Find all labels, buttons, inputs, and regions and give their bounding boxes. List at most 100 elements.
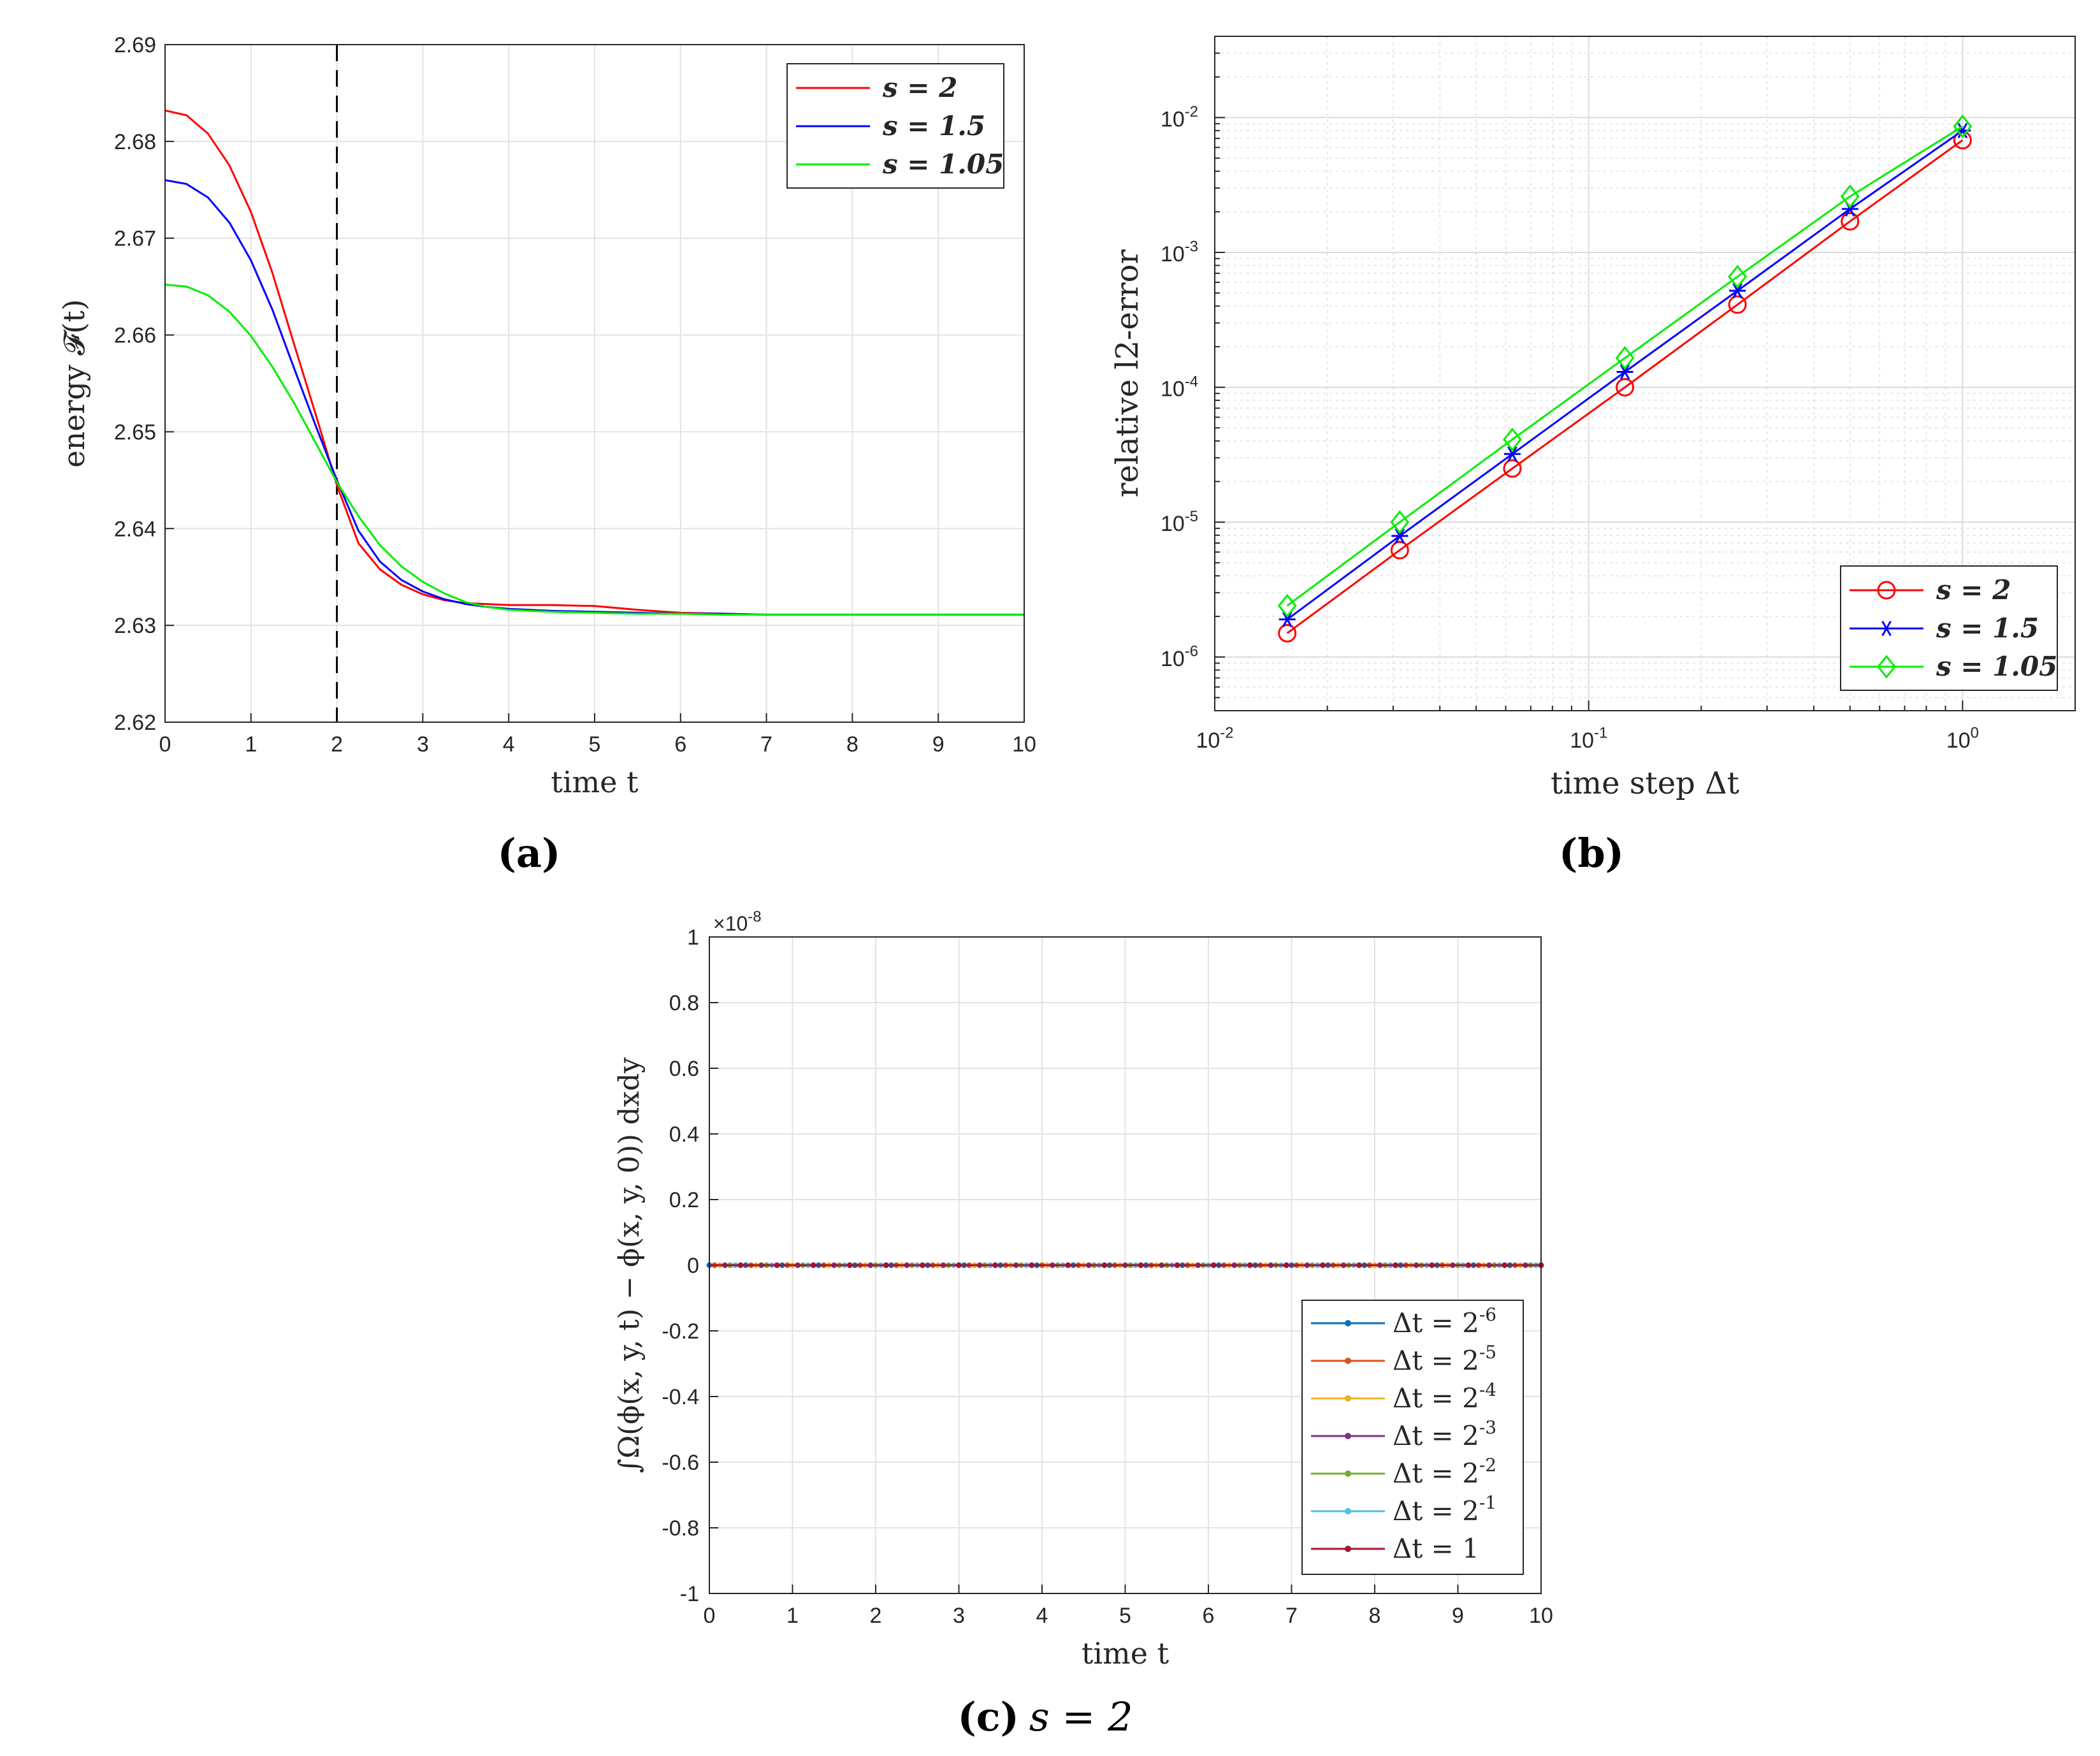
- y-tick-label: 2.65: [114, 420, 156, 444]
- x-tick-label: 4: [503, 732, 515, 757]
- x-tick-label: 0: [704, 1604, 716, 1628]
- y-tick-label: 10-6: [1161, 642, 1198, 671]
- legend-label: Δt = 2-4: [1393, 1379, 1496, 1414]
- legend-marker-6: [1345, 1546, 1351, 1552]
- x-tick-label: 7: [1285, 1604, 1298, 1628]
- x-tick-label: 8: [1369, 1604, 1381, 1628]
- x-tick-label: 3: [953, 1604, 965, 1628]
- data-point: [1616, 378, 1635, 397]
- y-tick-label: 10-3: [1161, 238, 1198, 266]
- data-point: [1391, 528, 1408, 544]
- y-tick-label: 0.4: [669, 1122, 699, 1147]
- legend-box: [1301, 1300, 1524, 1575]
- series-line-0: [1286, 139, 1964, 634]
- legend-label: s = 2: [882, 72, 957, 103]
- y-tick-label: 10-4: [1161, 373, 1198, 401]
- x-tick-label: 3: [417, 732, 429, 757]
- y-tick-label: 2.67: [114, 227, 156, 251]
- series-line-2: [164, 284, 1024, 616]
- x-axis-label: time t: [551, 765, 639, 799]
- y-tick-label: 2.69: [114, 33, 156, 57]
- y-tick-label: 10-5: [1161, 508, 1198, 536]
- y-tick-label: 0.6: [669, 1057, 699, 1081]
- y-tick-label: 1: [687, 925, 699, 950]
- x-tick-label: 1: [245, 732, 257, 757]
- data-point: [1278, 624, 1297, 643]
- legend-label: s = 1.05: [1936, 651, 2057, 682]
- data-point: [1840, 184, 1860, 208]
- data-point: [1278, 611, 1296, 627]
- x-tick-label: 2: [331, 732, 343, 757]
- x-tick-label: 10: [1529, 1604, 1553, 1628]
- legend-marker-5: [1345, 1508, 1351, 1514]
- chart-c: 0 1 2 3 4 5 6 7 8 9 10 -1 -0.8 -0.6 -0.4 -0.2 0 0.2 0.4 0.6…: [613, 908, 1553, 1740]
- caption-b: (b): [1559, 830, 1624, 876]
- legend-label: Δt = 2-1: [1393, 1492, 1496, 1527]
- legend-label: Δt = 2-5: [1393, 1342, 1496, 1376]
- x-axis-label: time t: [1082, 1636, 1169, 1671]
- x-tick-label: 100: [1946, 725, 1979, 753]
- x-tick-label: 5: [589, 732, 601, 757]
- x-tick-label: 7: [760, 732, 772, 757]
- x-tick-label: 9: [932, 732, 945, 757]
- y-tick-label: -1: [680, 1582, 699, 1606]
- y-tick-label: -0.2: [662, 1319, 699, 1344]
- series-line-1: [1286, 129, 1964, 621]
- y-tick-label: 2.62: [114, 711, 156, 735]
- legend-marker-3: [1345, 1433, 1351, 1439]
- data-point: [1503, 446, 1521, 462]
- chart-b: 10-2 10-1 100 10-6 10-5 10-4 10-3 10-2 time step…: [1110, 36, 2076, 876]
- data-point: [1728, 265, 1748, 289]
- y-tick-label: -0.6: [662, 1451, 699, 1475]
- legend-marker-2: [1877, 655, 1896, 679]
- x-tick-label: 10-1: [1570, 725, 1607, 753]
- y-axis-label: energy 𝓕(t): [57, 299, 91, 467]
- data-point: [1277, 593, 1297, 618]
- y-tick-label: 0: [687, 1254, 699, 1278]
- plot-frame: [709, 936, 1542, 1594]
- x-tick-label: 6: [674, 732, 686, 757]
- y-tick-label: 2.63: [114, 614, 156, 638]
- caption-c: (c) s = 2: [957, 1694, 1133, 1740]
- legend-marker-1: [1878, 620, 1895, 637]
- x-tick-label: 9: [1452, 1604, 1464, 1628]
- x-tick-label: 0: [159, 732, 171, 757]
- data-point: [1390, 541, 1409, 560]
- chart-a: 0 1 2 3 4 5 6 7 8 9 10 2.62 2.63 2.64 2.65 2.66 2.67 2.68…: [57, 33, 1036, 876]
- x-tick-label: 1: [786, 1604, 799, 1628]
- legend-label: s = 2: [1936, 574, 2011, 606]
- legend-marker-2: [1345, 1395, 1351, 1402]
- legend-label: s = 1.5: [882, 110, 985, 141]
- y-tick-label: 0.8: [669, 991, 699, 1015]
- legend-label: s = 1.5: [1936, 613, 2039, 644]
- legend-label: Δt = 1: [1393, 1533, 1479, 1564]
- y-tick-label: 2.66: [114, 324, 156, 348]
- data-point: [1729, 283, 1746, 299]
- y-tick-label: -0.4: [662, 1385, 699, 1409]
- x-tick-label: 4: [1036, 1604, 1048, 1628]
- data-point: [1615, 345, 1635, 370]
- legend-marker-4: [1345, 1470, 1351, 1477]
- y-tick-label: 10-2: [1161, 103, 1198, 131]
- x-tick-label: 10-2: [1196, 725, 1234, 753]
- plot-frame: [164, 44, 1025, 723]
- x-tick-label: 2: [870, 1604, 882, 1628]
- data-point: [1841, 212, 1860, 231]
- data-point: [1503, 427, 1522, 452]
- legend-marker-1: [1345, 1358, 1351, 1364]
- x-tick-label: 5: [1119, 1604, 1131, 1628]
- legend-label: Δt = 2-2: [1393, 1455, 1496, 1489]
- data-point: [1503, 459, 1522, 478]
- x-tick-label: 10: [1012, 732, 1036, 757]
- legend-label: Δt = 2-3: [1393, 1417, 1496, 1451]
- x-tick-label: 6: [1203, 1604, 1215, 1628]
- x-axis-label: time step Δt: [1551, 766, 1739, 801]
- series-line-2: [1286, 126, 1964, 607]
- y-exponent-label: ×10-8: [713, 908, 762, 935]
- plot-frame: [1214, 36, 2076, 711]
- y-tick-label: 2.64: [114, 517, 156, 541]
- data-point: [1728, 295, 1747, 314]
- data-point: [1616, 364, 1633, 380]
- legend-label: Δt = 2-6: [1393, 1304, 1496, 1339]
